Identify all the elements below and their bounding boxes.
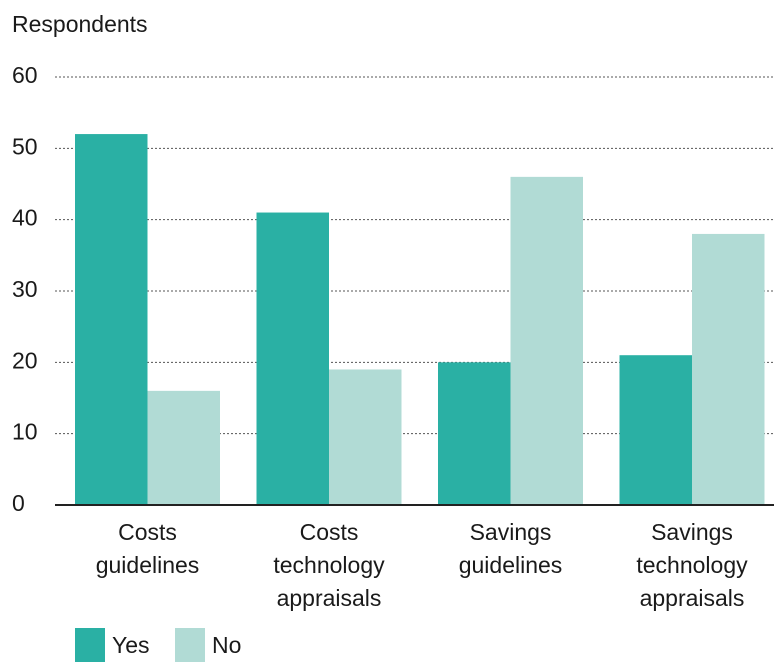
bar	[329, 369, 402, 505]
y-tick-label: 50	[12, 133, 38, 159]
bar	[510, 176, 583, 505]
bar	[147, 390, 220, 505]
y-tick-label: 0	[12, 490, 25, 516]
x-tick-label: appraisals	[640, 585, 745, 611]
x-tick-label: Costs	[118, 519, 177, 545]
y-tick-label: 30	[12, 276, 38, 302]
bar	[256, 212, 329, 506]
legend-label: Yes	[112, 632, 150, 658]
bar	[75, 134, 148, 506]
bar	[619, 355, 692, 505]
x-tick-label: Savings	[470, 519, 552, 545]
legend-swatch	[175, 628, 205, 662]
bar	[692, 233, 765, 505]
x-tick-label: technology	[273, 552, 385, 578]
bar	[438, 362, 511, 505]
y-tick-label: 20	[12, 347, 38, 373]
legend-swatch	[75, 628, 105, 662]
x-tick-label: guidelines	[96, 552, 200, 578]
x-tick-label: Costs	[300, 519, 359, 545]
legend-label: No	[212, 632, 241, 658]
y-tick-label: 60	[12, 62, 38, 88]
x-tick-label: Savings	[651, 519, 733, 545]
x-tick-label: technology	[636, 552, 748, 578]
y-tick-label: 10	[12, 419, 38, 445]
y-tick-label: 40	[12, 205, 38, 231]
x-tick-label: guidelines	[459, 552, 563, 578]
x-tick-label: appraisals	[277, 585, 382, 611]
y-axis-label: Respondents	[12, 11, 148, 37]
